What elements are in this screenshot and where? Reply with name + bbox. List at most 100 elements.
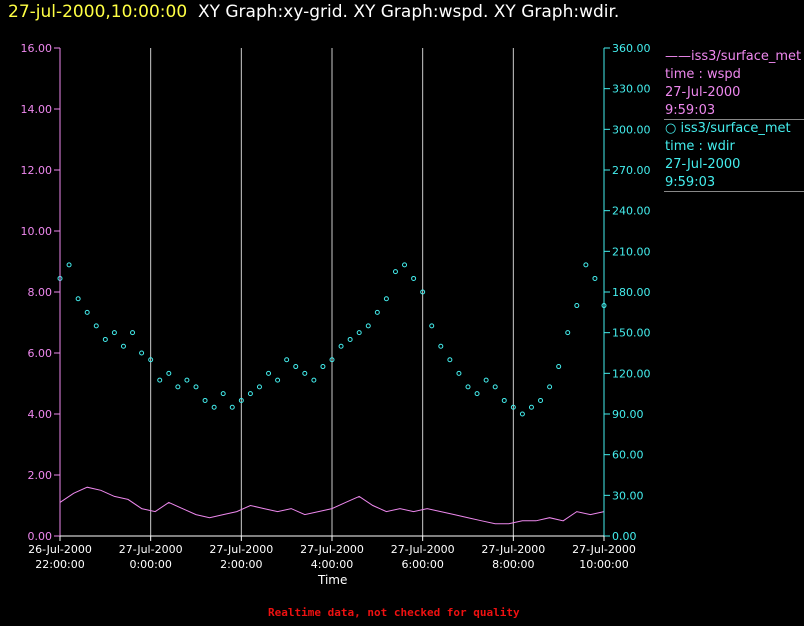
wdir-point <box>329 357 335 363</box>
y-right-tick-label: 30.00 <box>612 489 644 502</box>
wdir-point <box>538 397 544 403</box>
wdir-point <box>202 397 208 403</box>
wdir-point <box>392 269 398 275</box>
y-right-tick-label: 360.00 <box>612 42 651 55</box>
wdir-point <box>211 404 217 410</box>
wdir-point <box>592 275 598 281</box>
y-left-tick-label: 8.00 <box>28 286 53 299</box>
wdir-point <box>66 262 72 268</box>
legend-wdir-source: ○ iss3/surface_met <box>665 121 791 136</box>
x-tick-date-label: 26-Jul-2000 <box>28 543 92 556</box>
y-left-tick-label: 14.00 <box>21 103 53 116</box>
x-tick-date-label: 27-Jul-2000 <box>572 543 636 556</box>
wdir-point <box>347 336 353 342</box>
wdir-point <box>519 411 525 417</box>
y-right-tick-label: 330.00 <box>612 83 651 96</box>
y-left-tick-label: 0.00 <box>28 530 53 543</box>
y-right-tick-label: 60.00 <box>612 449 644 462</box>
legend-divider <box>664 191 804 192</box>
wdir-point <box>175 384 181 390</box>
wdir-point <box>320 364 326 370</box>
y-right-tick-label: 240.00 <box>612 205 651 218</box>
y-right-tick-label: 0.00 <box>612 530 637 543</box>
wdir-point <box>284 357 290 363</box>
x-tick-time-label: 2:00:00 <box>220 558 262 571</box>
y-left-tick-label: 12.00 <box>21 164 53 177</box>
legend-entry-wspd: ——iss3/surface_met time : wspd 27-Jul-20… <box>665 48 801 120</box>
y-right-tick-label: 120.00 <box>612 367 651 380</box>
wdir-point <box>338 343 344 349</box>
legend-wspd-date: 27-Jul-2000 <box>665 85 741 100</box>
legend-wdir-date: 27-Jul-2000 <box>665 157 741 172</box>
header-graph-list: XY Graph:xy-grid. XY Graph:wspd. XY Grap… <box>197 2 620 22</box>
wdir-point <box>365 323 371 329</box>
wdir-point <box>111 330 117 336</box>
wdir-point <box>528 404 534 410</box>
y-left-tick-label: 16.00 <box>21 42 53 55</box>
quality-disclaimer: Realtime data, not checked for quality <box>268 606 520 619</box>
x-tick-time-label: 22:00:00 <box>35 558 84 571</box>
grid-layer <box>150 48 605 536</box>
wdir-point <box>429 323 435 329</box>
x-axis-title: Time <box>318 573 348 587</box>
axes: 0.00 2.00 4.00 6.00 8.00 10.00 12.00 14.00 16.00… <box>21 42 651 571</box>
wdir-point <box>492 384 498 390</box>
wdir-point <box>583 262 589 268</box>
wdir-point <box>84 309 90 315</box>
wdir-point <box>483 377 489 383</box>
x-tick-time-label: 8:00:00 <box>492 558 534 571</box>
wdir-point <box>256 384 262 390</box>
wdir-point <box>574 303 580 309</box>
wdir-point <box>556 364 562 370</box>
legend-entry-wdir: ○ iss3/surface_met time : wdir 27-Jul-20… <box>665 120 791 192</box>
x-tick-date-label: 27-Jul-2000 <box>391 543 455 556</box>
legend-wspd-variable: time : wspd <box>665 67 741 82</box>
y-right-tick-label: 210.00 <box>612 245 651 258</box>
wdir-point <box>402 262 408 268</box>
header: 27-jul-2000,10:00:00 XY Graph:xy-grid. X… <box>8 1 619 23</box>
wdir-point <box>438 343 444 349</box>
y-right-tick-label: 300.00 <box>612 123 651 136</box>
y-left-tick-label: 6.00 <box>28 347 53 360</box>
wdir-point <box>501 397 507 403</box>
y-left-tick-label: 2.00 <box>28 469 53 482</box>
wspd-series <box>59 486 605 525</box>
x-tick-date-label: 27-Jul-2000 <box>119 543 183 556</box>
legend-divider <box>664 119 804 120</box>
wdir-point <box>193 384 199 390</box>
wdir-point <box>447 357 453 363</box>
x-tick-date-label: 27-Jul-2000 <box>209 543 273 556</box>
wdir-point <box>510 404 516 410</box>
header-timestamp: 27-jul-2000,10:00:00 <box>8 2 188 22</box>
x-tick-time-label: 4:00:00 <box>311 558 353 571</box>
x-tick-date-label: 27-Jul-2000 <box>300 543 364 556</box>
y-right-tick-label: 90.00 <box>612 408 644 421</box>
legend-wdir-variable: time : wdir <box>665 139 735 154</box>
y-right-tick-label: 180.00 <box>612 286 651 299</box>
wdir-point <box>166 370 172 376</box>
wdir-point <box>456 370 462 376</box>
wdir-point <box>420 289 426 295</box>
legend-wdir-time: 9:59:03 <box>665 175 716 190</box>
wdir-point <box>157 377 163 383</box>
wdir-point <box>411 275 417 281</box>
y-right-tick-label: 150.00 <box>612 327 651 340</box>
wdir-point <box>120 343 126 349</box>
y-left-tick-label: 4.00 <box>28 408 53 421</box>
wdir-point <box>247 391 253 397</box>
wdir-point <box>302 370 308 376</box>
wdir-point <box>139 350 145 356</box>
wdir-point <box>565 330 571 336</box>
y-right-tick-label: 270.00 <box>612 164 651 177</box>
wdir-point <box>547 384 553 390</box>
legend-wspd-time: 9:59:03 <box>665 103 716 118</box>
x-tick-time-label: 6:00:00 <box>401 558 443 571</box>
x-tick-date-label: 27-Jul-2000 <box>481 543 545 556</box>
wspd-line <box>59 486 605 525</box>
wdir-point <box>266 370 272 376</box>
wdir-point <box>275 377 281 383</box>
legend-wspd-source: ——iss3/surface_met <box>665 49 802 64</box>
wdir-point <box>130 330 136 336</box>
wdir-point <box>356 330 362 336</box>
